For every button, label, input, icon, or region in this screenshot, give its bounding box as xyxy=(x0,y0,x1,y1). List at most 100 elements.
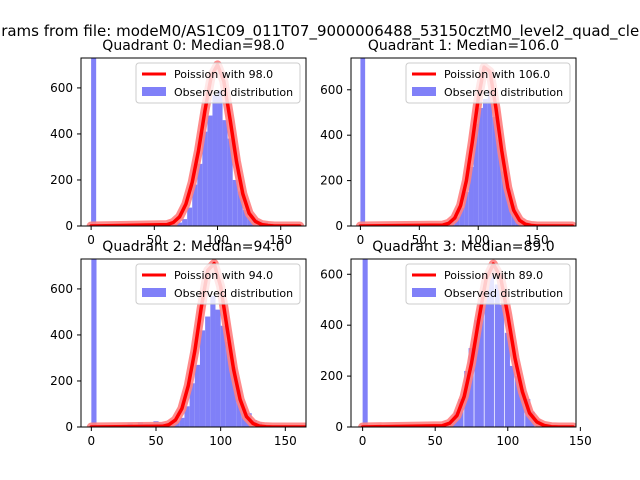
figure-suptitle: Histograms from file: modeM0/AS1C09_011T… xyxy=(0,22,640,41)
chart-2-xtick-label-2: 100 xyxy=(209,434,232,448)
chart-2-xtick-label-3: 150 xyxy=(274,434,297,448)
chart-2-legend-observed-swatch xyxy=(142,288,166,297)
chart-0-legend-poisson-label: Poission with 98.0 xyxy=(174,68,273,81)
chart-0-observed-bar-8 xyxy=(202,131,208,226)
chart-0-observed-bar-16 xyxy=(242,209,248,226)
chart-1-xtick-label-1: 50 xyxy=(412,233,427,247)
chart-2: 0 50 100 150 0 200 400 600 Poission with 94.0 Obs… xyxy=(50,239,307,448)
chart-0-ytick-label-3: 600 xyxy=(50,81,73,95)
chart-2-observed-bar-14 xyxy=(189,383,195,427)
chart-0-legend-observed-swatch xyxy=(142,87,166,96)
chart-3-observed-bar-13 xyxy=(504,332,510,427)
chart-3-xtick-label-2: 100 xyxy=(496,434,519,448)
chart-2-observed-bar-17 xyxy=(205,316,211,427)
chart-2-ytick-label-0: 0 xyxy=(65,420,73,434)
chart-1-legend-observed-label: Observed distribution xyxy=(444,86,563,99)
chart-0-observed-bar-13 xyxy=(227,138,233,226)
chart-0-observed-bar-4 xyxy=(182,219,188,226)
chart-0-legend-box xyxy=(135,62,301,104)
chart-3-legend-observed-label: Observed distribution xyxy=(444,287,563,300)
chart-3-observed-bar-6 xyxy=(468,348,474,427)
chart-0-ytick-label-1: 200 xyxy=(50,173,73,187)
chart-0-xtick-label-2: 100 xyxy=(206,233,229,247)
chart-2-legend: Poission with 94.0 Observed distribution xyxy=(135,263,301,305)
chart-0-observed-bar-7 xyxy=(197,163,203,226)
chart-2-legend-observed-label: Observed distribution xyxy=(174,287,293,300)
chart-1-ytick-label-2: 400 xyxy=(320,128,343,142)
chart-2-observed-bar-22 xyxy=(231,367,237,427)
chart-1-observed-bar-5 xyxy=(459,207,465,226)
chart-1-xtick-label-2: 100 xyxy=(467,233,490,247)
chart-0-observed-bar-0 xyxy=(91,58,97,226)
chart-3: 0 50 100 150 0 200 400 600 Poission with 89.0 Obs… xyxy=(320,239,592,448)
chart-2-title: Quadrant 2: Median=94.0 xyxy=(102,239,284,255)
chart-0-observed-bar-5 xyxy=(187,207,193,226)
chart-1-ytick-label-3: 600 xyxy=(320,83,343,97)
chart-0-plot-area xyxy=(86,58,305,226)
chart-0-xtick-label-3: 150 xyxy=(269,233,292,247)
chart-3-observed-bar-7 xyxy=(474,320,480,427)
chart-1-observed-bar-13 xyxy=(497,139,502,226)
chart-3-observed-bar-16 xyxy=(519,388,525,427)
chart-2-observed-bar-16 xyxy=(199,330,206,427)
chart-2-observed-bar-19 xyxy=(215,309,221,427)
chart-2-observed-bar-13 xyxy=(184,406,190,427)
chart-3-spines xyxy=(350,258,577,428)
chart-0-poisson-line xyxy=(89,63,302,226)
chart-3-ytick-label-2: 400 xyxy=(320,318,343,332)
chart-2-xtick-label-1: 50 xyxy=(148,434,163,448)
chart-0-observed-bar-9 xyxy=(207,115,213,226)
chart-1-ytick-label-0: 0 xyxy=(335,219,343,233)
chart-0-observed-bar-3 xyxy=(177,222,183,226)
chart-1-plot-area xyxy=(355,58,576,226)
chart-3-ytick-label-1: 200 xyxy=(320,369,343,383)
chart-2-observed-bar-12 xyxy=(179,417,185,427)
chart-3-legend-observed-swatch xyxy=(412,288,436,297)
chart-3-legend: Poission with 89.0 Observed distribution xyxy=(405,263,571,305)
chart-1-observed-bar-8 xyxy=(473,123,479,226)
chart-3-ytick-label-0: 0 xyxy=(335,420,343,434)
chart-2-plot-area xyxy=(86,259,306,427)
chart-1-legend-poisson-label: Poission with 106.0 xyxy=(444,68,550,81)
chart-1-legend-observed-swatch xyxy=(412,87,436,96)
chart-3-xtick-label-0: 0 xyxy=(359,434,367,448)
chart-0: 0 50 100 150 0 200 400 600 Poission with 98.0 Obs… xyxy=(50,38,307,247)
chart-0-spines xyxy=(80,57,307,227)
chart-1-poisson-line xyxy=(358,65,575,226)
chart-3-observed-bar-15 xyxy=(515,376,521,427)
chart-3-xtick-label-1: 50 xyxy=(428,434,443,448)
chart-2-observed-bar-21 xyxy=(225,341,231,427)
chart-1: 0 50 100 150 0 200 400 600 Poission with 106.0 Ob… xyxy=(320,38,577,247)
chart-0-observed-bar-12 xyxy=(222,120,228,226)
chart-0-xtick-label-0: 0 xyxy=(87,233,95,247)
chart-2-xtick-label-0: 0 xyxy=(88,434,96,448)
chart-0-observed-bar-15 xyxy=(237,191,243,226)
chart-0-observed-bar-10 xyxy=(212,94,218,226)
chart-2-observed-bar-0 xyxy=(91,259,97,427)
chart-1-spines xyxy=(350,57,577,227)
chart-3-observed-bar-0 xyxy=(362,259,368,427)
chart-1-ytick-label-1: 200 xyxy=(320,174,343,188)
chart-1-observed-bar-6 xyxy=(464,191,469,226)
chart-2-spines xyxy=(80,258,307,428)
chart-1-title: Quadrant 1: Median=106.0 xyxy=(368,38,559,54)
chart-1-xtick-label-0: 0 xyxy=(357,233,365,247)
chart-2-observed-bar-20 xyxy=(220,325,226,427)
chart-2-poisson-line xyxy=(89,261,306,427)
chart-2-legend-box xyxy=(135,263,301,305)
chart-3-observed-bar-11 xyxy=(494,284,500,427)
chart-3-legend-poisson-label: Poission with 89.0 xyxy=(444,269,543,282)
chart-0-ytick-label-2: 400 xyxy=(50,127,73,141)
chart-0-legend: Poission with 98.0 Observed distribution xyxy=(135,62,301,104)
chart-3-ytick-label-3: 600 xyxy=(320,267,343,281)
chart-0-observed-bar-14 xyxy=(232,179,238,226)
chart-3-observed-bar-10 xyxy=(488,269,494,427)
chart-0-ytick-label-0: 0 xyxy=(65,219,73,233)
chart-1-observed-bar-10 xyxy=(482,98,488,226)
chart-1-legend-box xyxy=(405,62,571,104)
chart-3-observed-bar-8 xyxy=(478,299,484,427)
chart-3-observed-bar-9 xyxy=(484,289,490,427)
chart-3-observed-bar-12 xyxy=(499,304,505,427)
chart-3-observed-bar-14 xyxy=(509,365,515,427)
